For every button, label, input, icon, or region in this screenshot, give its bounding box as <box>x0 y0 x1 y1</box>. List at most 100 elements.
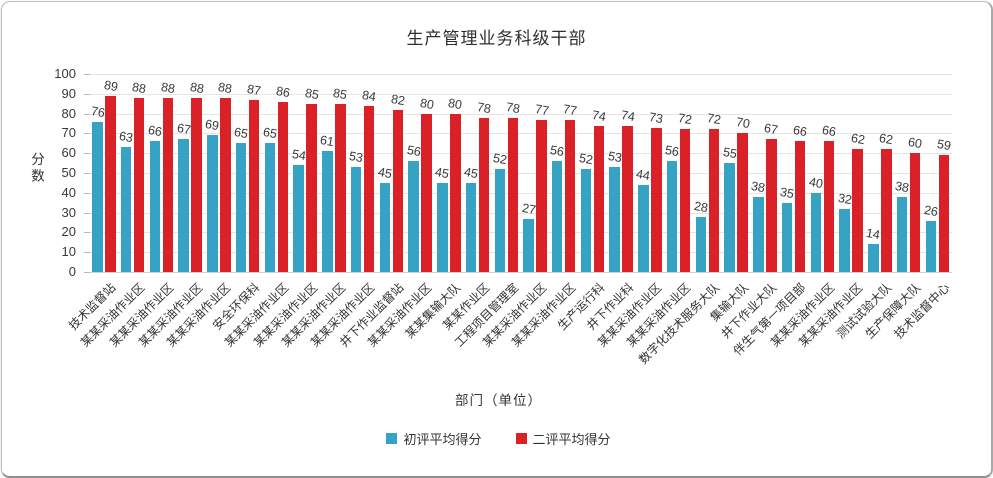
y-tick-label: 30 <box>61 204 76 220</box>
y-tick-label: 100 <box>54 66 76 81</box>
gridline <box>90 212 952 214</box>
bar <box>794 141 806 272</box>
x-axis-title: 部门（单位） <box>455 393 542 408</box>
y-tick-mark <box>84 74 90 75</box>
gridline <box>90 252 952 254</box>
bar <box>651 127 662 272</box>
bar <box>408 161 419 272</box>
bar-value-label: 66 <box>792 123 809 140</box>
bar <box>277 101 289 272</box>
bar-value-label: 85 <box>332 85 349 102</box>
bar <box>868 244 879 272</box>
x-axis-line <box>90 272 952 273</box>
bar <box>421 113 432 272</box>
legend-swatch-first-review-icon <box>386 433 398 444</box>
bar <box>178 139 189 272</box>
bar <box>536 119 547 272</box>
bar <box>823 141 834 272</box>
bar <box>896 196 908 272</box>
bar-value-label: 66 <box>820 123 837 140</box>
bar <box>666 161 678 272</box>
bar <box>781 202 793 272</box>
bar <box>737 133 748 272</box>
bar <box>494 169 505 272</box>
bar <box>724 163 735 272</box>
legend-swatch-second-review-icon <box>515 433 527 444</box>
bar-value-label: 87 <box>246 81 263 98</box>
bar <box>881 149 892 272</box>
bar <box>564 119 576 272</box>
y-tick-mark <box>84 192 90 194</box>
y-tick-mark <box>84 113 90 115</box>
bar <box>839 208 850 272</box>
gridline <box>90 113 952 115</box>
bar-value-label: 77 <box>533 101 550 118</box>
bar-value-label: 84 <box>361 87 378 104</box>
bar <box>810 192 821 272</box>
y-tick-label: 40 <box>61 184 76 200</box>
bar <box>638 184 649 272</box>
bar <box>708 129 720 272</box>
bar <box>450 113 461 272</box>
bar <box>248 99 260 272</box>
bar <box>580 169 592 272</box>
bar-value-label: 62 <box>878 131 895 148</box>
y-tick-label: 20 <box>61 224 76 240</box>
bar <box>609 167 620 272</box>
y-tick-label: 50 <box>61 165 76 180</box>
bar-value-label: 80 <box>447 95 464 112</box>
bar-value-label: 62 <box>849 131 866 148</box>
bar-value-label: 70 <box>734 115 751 132</box>
bar <box>437 182 448 272</box>
bar-value-label: 80 <box>418 95 435 112</box>
bar <box>551 161 563 272</box>
y-tick-label: 70 <box>61 125 76 141</box>
bar <box>306 103 317 272</box>
bar <box>909 153 921 272</box>
y-tick-label: 0 <box>68 264 76 279</box>
bar <box>162 97 174 272</box>
bar <box>379 182 390 272</box>
gridline <box>90 173 952 174</box>
y-tick-label: 10 <box>61 244 76 260</box>
bar-value-label: 67 <box>763 121 780 138</box>
bar-value-label: 59 <box>935 137 952 154</box>
bar <box>191 97 202 272</box>
bar <box>133 97 145 272</box>
bar <box>207 135 218 272</box>
y-tick-label: 60 <box>61 145 76 161</box>
bar <box>322 151 333 272</box>
bar-value-label: 74 <box>619 107 636 124</box>
bar <box>852 149 863 272</box>
bar <box>478 117 490 272</box>
bar <box>293 165 304 272</box>
bar <box>264 143 276 272</box>
gridline <box>90 133 952 135</box>
legend-item-second-review: 二评平均得分 <box>515 429 611 448</box>
bar-value-label: 74 <box>590 107 607 124</box>
legend-label-second-review: 二评平均得分 <box>532 432 611 447</box>
bar-value-label: 86 <box>274 83 291 100</box>
y-tick-mark <box>84 232 90 234</box>
bar-value-label: 85 <box>303 85 320 102</box>
bar <box>679 129 691 272</box>
y-tick-mark <box>84 252 90 254</box>
bar <box>350 167 362 272</box>
bar <box>938 155 949 272</box>
y-tick-mark <box>84 212 90 214</box>
y-axis-title: 分数 <box>29 152 44 185</box>
bar <box>523 218 534 272</box>
y-tick-label: 90 <box>61 85 76 101</box>
bar <box>622 125 633 272</box>
gridline <box>90 153 952 155</box>
bar <box>335 103 346 272</box>
bar <box>105 95 116 272</box>
bar <box>392 109 403 272</box>
bar-value-label: 77 <box>562 101 579 118</box>
bar <box>92 121 103 272</box>
bar-value-label: 60 <box>906 135 924 152</box>
y-tick-mark <box>84 272 90 273</box>
y-tick-mark <box>84 93 90 95</box>
bar-value-label: 73 <box>648 109 665 126</box>
bar <box>220 97 231 272</box>
